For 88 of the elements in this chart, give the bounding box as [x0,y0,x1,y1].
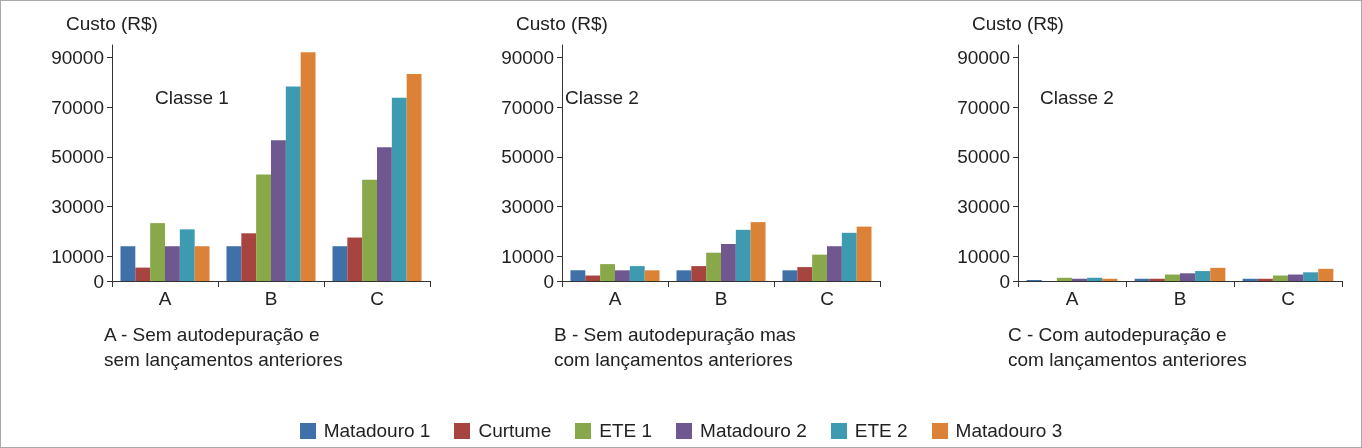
x-tick-label: C [1281,288,1295,309]
bar [615,270,630,281]
x-tick-label: B [1173,288,1187,309]
y-tick-label: 10000 [957,245,1010,267]
y-tick-label: 30000 [957,195,1010,217]
bar [600,264,615,281]
bar [362,179,377,281]
bar [1056,277,1072,281]
bar [812,254,827,281]
legend-label: ETE 2 [854,420,908,442]
y-tick-label: 90000 [501,46,554,68]
bar [644,270,660,281]
bar [1272,275,1288,281]
bar [332,246,348,281]
bar [1164,274,1180,281]
y-tick-label: 10000 [51,245,104,267]
bar [1318,268,1334,281]
x-axis-title: B - Sem autodepuração mas com lançamentos anteriores [554,324,796,370]
bar [135,267,151,281]
legend-label: Curtume [478,420,552,442]
x-tick-label: B [264,288,278,309]
bar [241,233,257,281]
bar [165,246,180,281]
x-tick-label: A [608,288,622,309]
y-tick-label: 50000 [957,146,1010,168]
legend-label: ETE 1 [599,420,653,442]
bar [1288,274,1304,281]
x-tick-label: C [820,288,834,309]
bar [1087,277,1103,281]
bar [570,270,586,281]
bar [391,97,407,281]
y-tick-label: 0 [543,270,554,292]
y-tick-label: 0 [999,270,1010,292]
legend-label: Matadouro 3 [955,420,1063,442]
bar [1303,272,1319,281]
bar [285,86,301,281]
y-tick-label: 90000 [957,46,1010,68]
bar [750,222,766,281]
x-axis-title: C - Com autodepuração e com lançamentos anteriores [1008,324,1247,370]
bar [226,246,242,281]
text: Classe 2 [565,87,639,108]
bar [676,270,692,281]
bar [585,275,601,281]
y-tick-label: 90000 [51,46,104,68]
bar [406,74,422,281]
y-tick-label: 50000 [51,146,104,168]
y-axis-title: Custo (R$) [972,13,1064,34]
text: Classe 2 [1040,87,1114,108]
y-tick-label: 50000 [501,146,554,168]
y-tick-label: 10000 [501,245,554,267]
bar [856,226,872,281]
y-axis-title: Custo (R$) [516,13,608,34]
bar [721,243,736,281]
text: Classe 1 [155,87,229,108]
bar [377,147,392,281]
y-axis-title: Custo (R$) [66,13,158,34]
bar [271,140,286,281]
y-tick-label: 0 [93,270,104,292]
legend-label: Matadouro 1 [323,420,431,442]
x-axis-title: A - Sem autodepuração e sem lançamentos anteriores [104,324,343,370]
bar [120,246,136,281]
bar [1180,273,1196,281]
bar [706,252,721,281]
bar [179,229,195,281]
y-tick-label: 70000 [501,96,554,118]
y-tick-label: 30000 [501,195,554,217]
bar [797,267,813,281]
x-tick-label: A [158,288,172,309]
legend-label: Matadouro 2 [700,420,807,442]
bar [691,266,707,281]
bar [629,266,645,281]
x-tick-label: A [1065,288,1079,309]
bar [735,229,751,281]
bar [300,52,316,281]
y-tick-label: 70000 [51,96,104,118]
bar [150,223,165,281]
bar [256,174,271,281]
y-tick-label: 30000 [51,195,104,217]
x-tick-label: C [370,288,384,309]
bar [194,246,210,281]
bar [347,237,363,281]
x-tick-label: B [714,288,728,309]
bar [827,246,842,281]
bar [841,232,857,281]
bar [782,270,798,281]
bar [1195,271,1211,281]
bar [1210,267,1226,281]
y-tick-label: 70000 [957,96,1010,118]
